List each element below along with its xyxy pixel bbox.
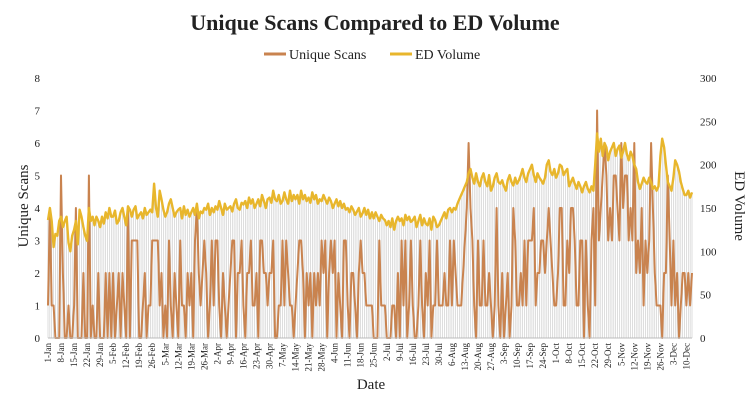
x-tick-label: 17-Sep (525, 343, 535, 369)
y-left-tick-label: 0 (35, 333, 41, 345)
x-tick-label: 21-May (304, 343, 314, 372)
x-tick-label: 23-Jul (421, 343, 431, 366)
series-line-unique-scans (47, 109, 693, 339)
x-tick-label: 29-Oct (603, 343, 613, 368)
x-tick-label: 15-Oct (577, 343, 587, 368)
x-tick-label: 20-Aug (473, 343, 483, 371)
y-left-tick-label: 3 (35, 236, 41, 248)
x-tick-label: 5-Nov (616, 343, 626, 366)
y-left-tick-label: 5 (35, 171, 41, 183)
legend-label-ed-volume: ED Volume (415, 48, 480, 63)
chart-title: Unique Scans Compared to ED Volume (190, 10, 560, 35)
y-axis-right-title: ED Volume (731, 171, 747, 241)
x-tick-label: 19-Nov (642, 343, 652, 371)
y-left-tick-label: 4 (35, 203, 41, 215)
x-tick-label: 26-Feb (147, 343, 157, 369)
y-right-tick-label: 250 (700, 116, 717, 128)
x-tick-label: 11-Jun (343, 343, 353, 368)
legend-label-unique-scans: Unique Scans (289, 48, 366, 63)
x-tick-label: 16-Jul (408, 343, 418, 366)
y-left-tick-label: 6 (35, 138, 41, 150)
x-tick-label: 26-Nov (655, 343, 665, 371)
y-right-tick-label: 300 (700, 73, 717, 85)
x-tick-label: 6-Aug (447, 343, 457, 366)
x-tick-label: 22-Jan (82, 343, 92, 367)
legend: Unique Scans ED Volume (264, 48, 480, 63)
series-line-ed-volume (46, 132, 694, 253)
x-tick-label: 2-Apr (212, 343, 222, 365)
x-tick-label: 18-Jun (356, 343, 366, 368)
x-tick-label: 2-Jul (382, 343, 392, 361)
y-axis-left-ticks: 0 1 2 3 4 5 6 7 8 (35, 73, 41, 345)
x-tick-label: 12-Feb (121, 343, 131, 369)
x-tick-label: 30-Apr (265, 343, 275, 369)
x-tick-label: 3-Sep (499, 343, 509, 364)
x-tick-label: 8-Jan (56, 343, 66, 363)
x-tick-label: 13-Aug (460, 343, 470, 371)
x-tick-label: 24-Sep (538, 343, 548, 369)
y-axis-right-ticks: 0 50 100 150 200 250 300 (700, 73, 717, 345)
x-axis-ticks: 1-Jan 8-Jan 15-Jan 22-Jan 29-Jan 5-Feb 12-Feb 1… (43, 343, 691, 372)
x-axis-title: Date (357, 377, 386, 393)
x-tick-label: 10-Dec (681, 343, 691, 370)
x-tick-label: 7-May (278, 343, 288, 367)
series-lines (46, 109, 694, 339)
y-left-tick-label: 2 (35, 268, 41, 280)
y-left-tick-label: 8 (35, 73, 41, 85)
y-right-tick-label: 0 (700, 333, 706, 345)
x-tick-label: 15-Jan (69, 343, 79, 367)
x-tick-label: 1-Oct (551, 343, 561, 364)
x-tick-label: 12-Mar (173, 343, 183, 370)
x-tick-label: 14-May (291, 343, 301, 372)
x-tick-label: 3-Dec (668, 343, 678, 365)
x-tick-label: 12-Nov (629, 343, 639, 371)
x-tick-label: 4-Jun (330, 343, 340, 363)
x-tick-label: 9-Apr (225, 343, 235, 365)
x-tick-label: 10-Sep (512, 343, 522, 369)
x-tick-label: 19-Mar (186, 343, 196, 370)
y-left-tick-label: 1 (35, 301, 41, 313)
y-right-tick-label: 50 (700, 290, 712, 302)
y-right-tick-label: 100 (700, 246, 717, 258)
x-tick-label: 26-Mar (199, 343, 209, 370)
x-tick-label: 25-Jun (369, 343, 379, 368)
y-right-tick-label: 150 (700, 203, 717, 215)
x-tick-label: 9-Jul (395, 343, 405, 361)
x-tick-label: 16-Apr (238, 343, 248, 369)
x-tick-label: 23-Apr (252, 343, 262, 369)
x-tick-label: 30-Jul (434, 343, 444, 366)
y-right-tick-label: 200 (700, 160, 717, 172)
y-left-tick-label: 7 (35, 106, 41, 118)
x-tick-label: 8-Oct (564, 343, 574, 364)
x-tick-label: 19-Feb (134, 343, 144, 369)
x-tick-label: 29-Jan (95, 343, 105, 367)
x-tick-label: 5-Mar (160, 343, 170, 366)
x-tick-label: 22-Oct (590, 343, 600, 368)
x-tick-label: 1-Jan (43, 343, 53, 363)
x-tick-label: 28-May (317, 343, 327, 372)
x-tick-label: 5-Feb (108, 343, 118, 364)
y-axis-left-title: Unique Scans (16, 164, 32, 247)
x-tick-label: 27-Aug (486, 343, 496, 371)
